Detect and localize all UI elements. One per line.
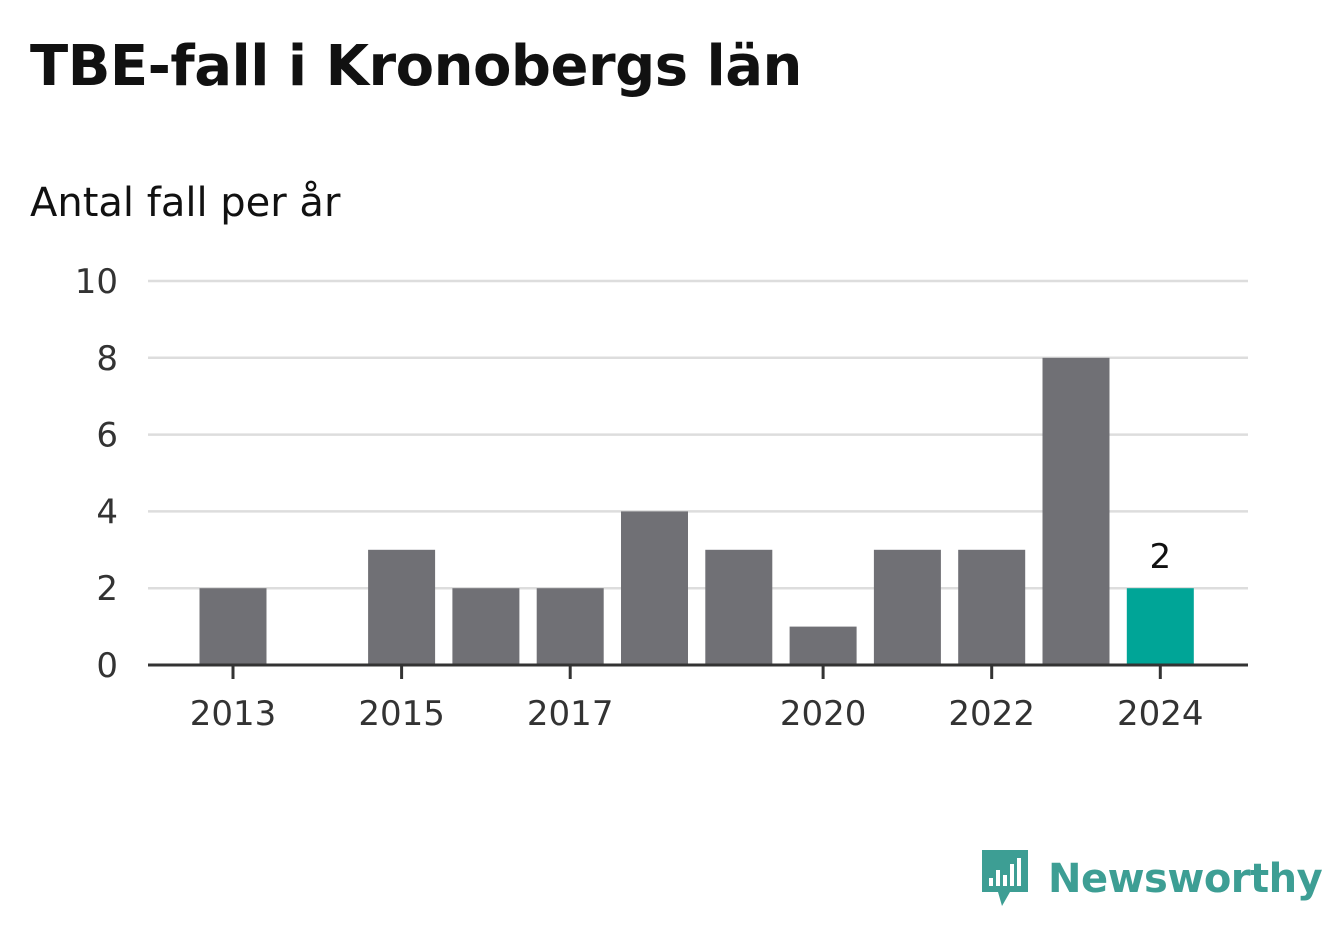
bar-2018	[621, 511, 688, 665]
bar-2015	[368, 549, 436, 665]
y-axis-labels: 0 2 4 6 8 10	[75, 262, 118, 686]
y-tick-label: 4	[96, 492, 118, 532]
newsworthy-logo-icon	[982, 850, 1028, 906]
x-tick-label: 2017	[527, 694, 614, 734]
bar-2022	[958, 549, 1026, 665]
chart-title: TBE-fall i Kronobergs län	[30, 34, 802, 99]
bar-2019	[705, 549, 773, 665]
brand-name: Newsworthy	[1048, 856, 1322, 902]
x-tick-label: 2020	[780, 694, 867, 734]
y-tick-label: 2	[96, 569, 118, 609]
data-label-2024: 2	[1149, 537, 1171, 577]
y-tick-label: 6	[96, 416, 118, 456]
x-axis: 2013 2015 2017 2020 2022 2024	[148, 663, 1248, 734]
bar-2024	[1126, 588, 1194, 665]
x-tick-label: 2013	[190, 694, 277, 734]
y-tick-label: 10	[75, 262, 118, 302]
bar-2013	[199, 588, 267, 665]
chart-subtitle: Antal fall per år	[30, 180, 341, 226]
bar-2017	[536, 588, 604, 665]
bar-2021	[873, 549, 941, 665]
x-tick-label: 2024	[1117, 694, 1204, 734]
bar-2023	[1042, 357, 1110, 665]
bar-2020	[789, 626, 857, 665]
data-labels: 2	[1149, 537, 1171, 577]
bar-2016	[452, 588, 520, 665]
y-tick-label: 8	[96, 339, 118, 379]
newsworthy-logo: Newsworthy	[980, 848, 1322, 910]
bars	[199, 357, 1194, 665]
x-tick-label: 2015	[358, 694, 445, 734]
x-tick-label: 2022	[948, 694, 1035, 734]
y-tick-label: 0	[96, 646, 118, 686]
